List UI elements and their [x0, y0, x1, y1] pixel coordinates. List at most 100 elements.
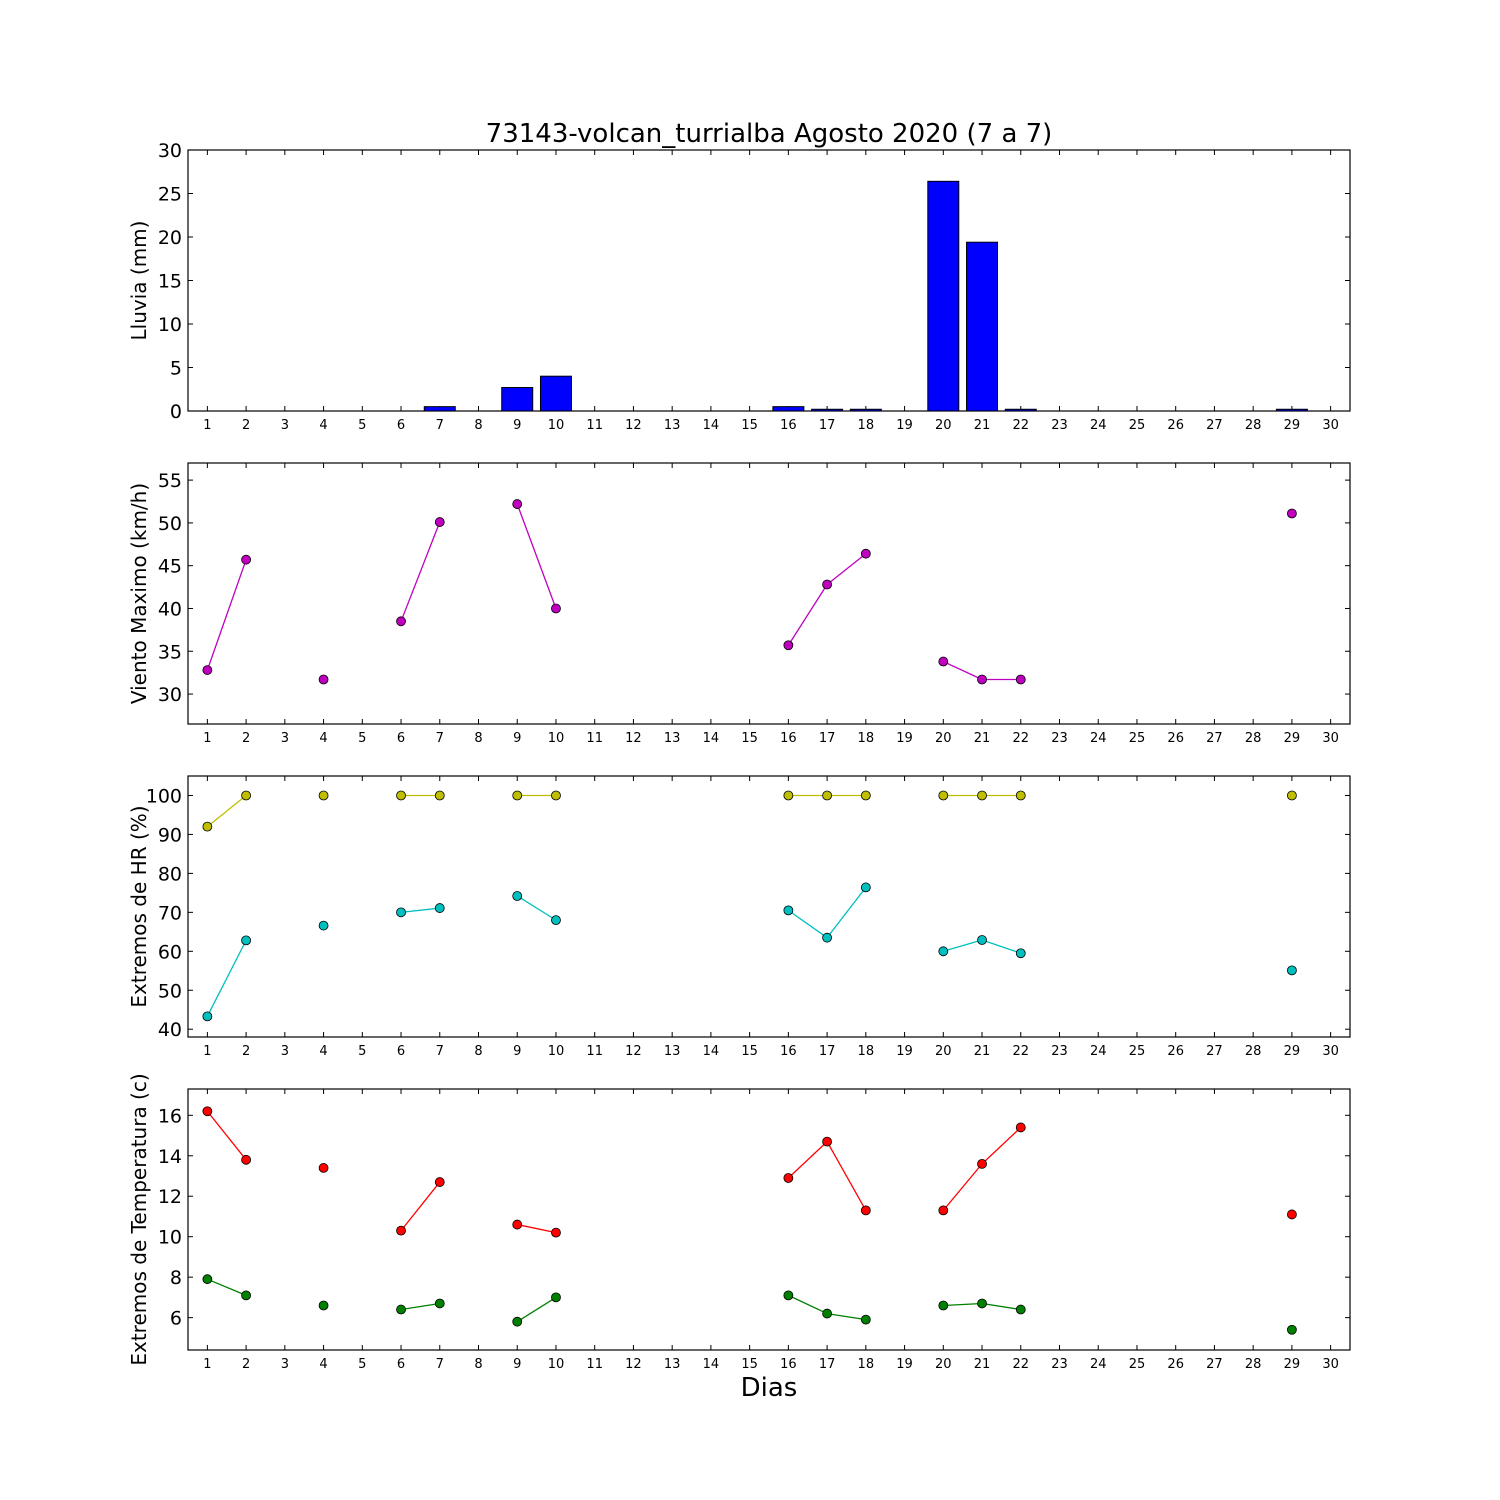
panel-3-x-tick-label: 30 — [1322, 1044, 1339, 1059]
panel-1-x-tick-label: 17 — [819, 418, 836, 433]
panel-3-series-2-segment — [206, 940, 247, 1017]
panel-2-x-tick-label: 23 — [1051, 731, 1068, 746]
panel-3-frame — [187, 775, 1351, 1038]
rain-bar-day-29 — [1275, 408, 1308, 412]
panel-1-x-tick-label: 7 — [436, 418, 444, 433]
panel-3-x-tick-label: 2 — [242, 1044, 250, 1059]
panel-4-y-tick-label: 6 — [170, 1308, 182, 1330]
panel-1-x-tick-label: 16 — [780, 418, 797, 433]
panel-3-x-tick-label: 24 — [1090, 1044, 1107, 1059]
panel-1-x-tick-label: 9 — [513, 418, 521, 433]
panel-4-x-tick-label: 29 — [1284, 1357, 1301, 1372]
panel-2-x-tick-label: 1 — [203, 731, 211, 746]
panel-2-series-1-point-day-2 — [241, 554, 252, 565]
panel-3-series-2-point-day-10 — [551, 915, 561, 926]
panel-4-series-1-point-day-21 — [977, 1158, 987, 1169]
panel-3-x-tick-label: 20 — [935, 1044, 952, 1059]
panel-3-series-2-segment — [826, 887, 867, 939]
panel-3-series-1-segment — [206, 794, 247, 828]
panel-1-y-label: Lluvia (mm) — [127, 221, 151, 341]
panel-4-x-tick-label: 27 — [1206, 1357, 1223, 1372]
panel-2-x-tick-label: 3 — [281, 731, 289, 746]
panel-4-frame — [187, 1088, 1351, 1351]
panel-3-y-tick-label: 80 — [158, 863, 182, 885]
panel-4-series-2-point-day-22 — [1015, 1304, 1026, 1315]
panel-2-x-tick-label: 13 — [664, 731, 681, 746]
panel-3-series-2-point-day-20 — [938, 946, 949, 957]
panel-4-series-1-point-day-29 — [1287, 1209, 1297, 1220]
panel-4-series-2-point-day-29 — [1287, 1324, 1297, 1335]
panel-3-series-1-point-day-6 — [396, 790, 406, 801]
panel-4-x-tick-label: 28 — [1245, 1357, 1262, 1372]
panel-2-series-1-segment — [943, 660, 983, 681]
panel-4-series-2-segment — [981, 1302, 1021, 1311]
panel-2-y-tick-label: 50 — [158, 513, 182, 535]
panel-4-series-2-point-day-10 — [551, 1292, 561, 1303]
panel-1-x-tick-label: 30 — [1322, 418, 1339, 433]
panel-3-series-1-point-day-4 — [318, 790, 329, 801]
panel-3-x-tick-label: 9 — [513, 1044, 521, 1059]
panel-3-series-2-point-day-1 — [202, 1011, 213, 1022]
rain-bar-day-7 — [423, 406, 456, 412]
panel-3-series-1-point-day-29 — [1287, 790, 1297, 801]
rain-bar-day-17 — [811, 408, 844, 412]
panel-2-x-tick-label: 24 — [1090, 731, 1107, 746]
panel-1-y-tick-label: 5 — [170, 358, 182, 380]
panel-2-x-tick-label: 14 — [703, 731, 720, 746]
panel-4-series-2-point-day-2 — [241, 1290, 252, 1301]
panel-4-series-2-point-day-18 — [860, 1314, 871, 1325]
panel-1-x-tick-label: 12 — [625, 418, 642, 433]
panel-3-y-tick-label: 50 — [158, 980, 182, 1002]
panel-2-series-1-point-day-1 — [202, 665, 213, 675]
panel-3-x-tick-label: 19 — [896, 1044, 913, 1059]
panel-2-x-tick-label: 19 — [896, 731, 913, 746]
panel-3-series-2-point-day-9 — [512, 891, 523, 901]
panel-4-x-tick-label: 23 — [1051, 1357, 1068, 1372]
panel-4-x-tick-label: 17 — [819, 1357, 836, 1372]
panel-3-series-2-point-day-16 — [783, 905, 794, 916]
panel-4-x-tick-label: 26 — [1167, 1357, 1184, 1372]
panel-2-x-tick-label: 4 — [319, 731, 327, 746]
panel-4-series-2-segment — [400, 1302, 440, 1311]
panel-3-x-tick-label: 21 — [974, 1044, 991, 1059]
panel-1-y-tick-label: 30 — [158, 140, 182, 162]
panel-4-series-1-point-day-1 — [202, 1106, 213, 1117]
panel-2-y-tick-label: 55 — [158, 470, 182, 492]
panel-2-x-tick-label: 22 — [1012, 731, 1029, 746]
panel-4-series-1-segment — [981, 1126, 1022, 1165]
panel-2-x-tick-label: 2 — [242, 731, 250, 746]
panel-1-x-tick-label: 22 — [1012, 418, 1029, 433]
panel-4-series-1-point-day-22 — [1015, 1122, 1026, 1133]
panel-4-y-tick-label: 10 — [158, 1227, 182, 1249]
panel-4-series-1-point-day-16 — [783, 1173, 794, 1183]
panel-3-y-tick-label: 60 — [158, 941, 182, 963]
panel-1-x-tick-label: 3 — [281, 418, 289, 433]
panel-4-x-tick-label: 21 — [974, 1357, 991, 1372]
panel-4-series-2-point-day-21 — [977, 1298, 987, 1309]
panel-3-series-1-point-day-9 — [512, 790, 523, 801]
panel-4-series-1-segment — [826, 1141, 867, 1211]
panel-2-x-tick-label: 12 — [625, 731, 642, 746]
panel-2-x-tick-label: 5 — [358, 731, 366, 746]
panel-1-x-tick-label: 2 — [242, 418, 250, 433]
panel-1-x-tick-label: 15 — [741, 418, 758, 433]
panel-3-x-tick-label: 5 — [358, 1044, 366, 1059]
panel-2-x-tick-label: 9 — [513, 731, 521, 746]
panel-1-x-tick-label: 18 — [858, 418, 875, 433]
panel-4-x-tick-label: 30 — [1322, 1357, 1339, 1372]
panel-2-series-1-segment — [826, 553, 867, 586]
panel-2-x-tick-label: 6 — [397, 731, 405, 746]
panel-4-series-2-point-day-17 — [822, 1308, 832, 1319]
panel-1-y-tick-label: 15 — [158, 271, 182, 293]
panel-2-x-tick-label: 11 — [586, 731, 603, 746]
panel-4-series-1-point-day-10 — [551, 1227, 561, 1238]
panel-3-series-2-segment — [400, 907, 440, 913]
panel-3-x-tick-label: 16 — [780, 1044, 797, 1059]
panel-3-series-2-segment — [943, 939, 983, 952]
panel-1-x-tick-label: 26 — [1167, 418, 1184, 433]
panel-4-series-1-segment — [206, 1110, 247, 1161]
panel-4-x-tick-label: 25 — [1129, 1357, 1146, 1372]
panel-1-x-tick-label: 27 — [1206, 418, 1223, 433]
panel-1-x-tick-label: 28 — [1245, 418, 1262, 433]
panel-2-series-1-segment — [400, 521, 441, 622]
